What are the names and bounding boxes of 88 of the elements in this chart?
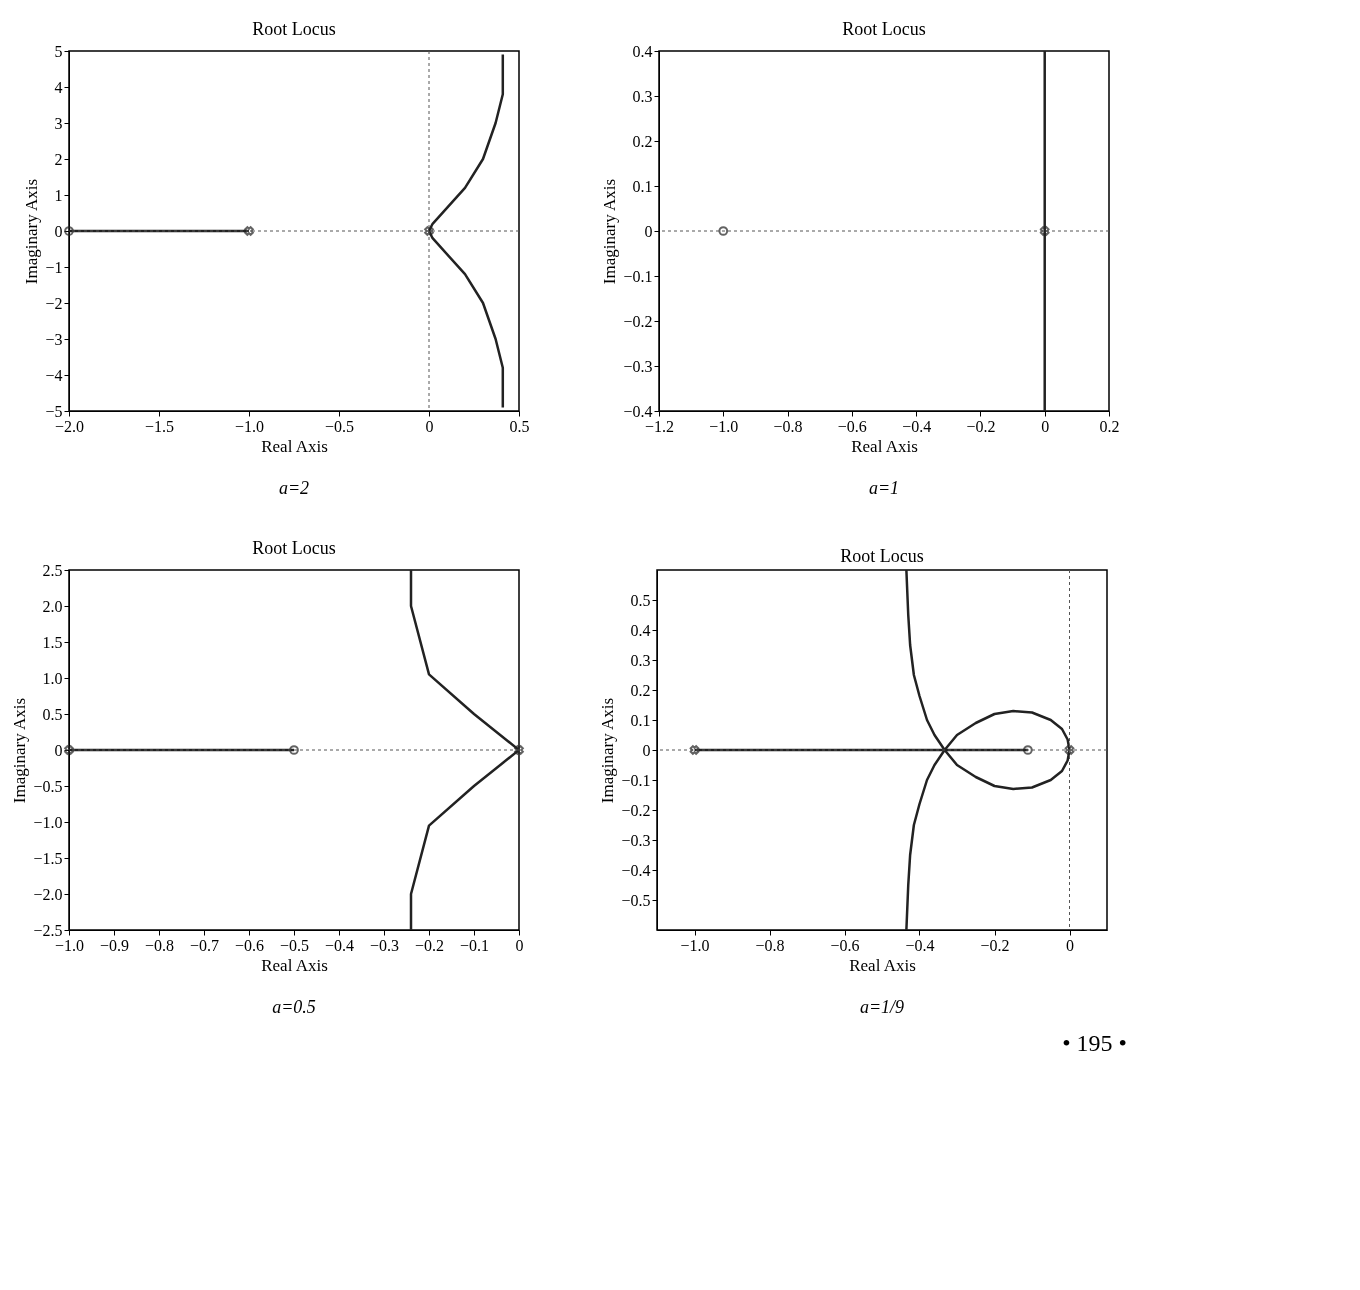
x-tick-label: −0.4	[324, 936, 355, 954]
y-tick-label: 0.1	[632, 177, 653, 195]
x-tick-label: −0.8	[144, 936, 175, 954]
x-tick-label: −0.6	[234, 936, 265, 954]
text: a=2	[278, 478, 310, 498]
y-tick-label: −0.1	[621, 771, 651, 789]
x-axis-title: Real Axis	[849, 955, 916, 975]
x-tick-label: −0.2	[980, 936, 1010, 954]
x-tick-label: −0.2	[966, 417, 996, 435]
x-tick-label: −0.4	[905, 936, 935, 954]
y-tick-label: −0.3	[621, 831, 651, 849]
y-tick-label: 0	[642, 741, 651, 759]
y-axis-title: Imaginary Axis	[600, 178, 620, 285]
x-tick-label: −1.5	[144, 417, 175, 435]
y-tick-label: −0.5	[621, 891, 651, 909]
x-tick-label: 0	[515, 936, 524, 954]
x-axis-title: Real Axis	[261, 955, 328, 975]
y-tick-label: 3	[54, 114, 63, 132]
y-tick-label: 0.2	[630, 681, 651, 699]
text: a=1	[868, 478, 900, 498]
y-tick-label: 5	[54, 42, 63, 60]
y-axis-title: Imaginary Axis	[10, 697, 30, 804]
y-tick-label: 0	[54, 222, 63, 240]
chart-title: Root Locus	[842, 19, 926, 39]
x-tick-label: 0	[1066, 936, 1074, 954]
x-tick-label: −0.4	[902, 417, 932, 435]
y-tick-label: −4	[45, 366, 63, 384]
chart-title: Root Locus	[252, 538, 336, 558]
text: a=1/9	[859, 997, 905, 1017]
x-tick-label: 0	[1041, 417, 1050, 435]
y-tick-label: −0.1	[623, 267, 653, 285]
x-tick-label: 0.5	[509, 417, 530, 435]
x-tick-label: −0.8	[773, 417, 803, 435]
y-tick-label: 1.0	[42, 669, 63, 687]
y-tick-label: −0.4	[621, 861, 651, 879]
x-tick-label: −0.5	[324, 417, 355, 435]
x-tick-label: −0.3	[369, 936, 400, 954]
y-tick-label: −0.2	[623, 312, 653, 330]
x-tick-label: −0.8	[755, 936, 785, 954]
y-tick-label: 1.5	[42, 633, 63, 651]
y-tick-label: −2.0	[33, 885, 63, 903]
x-tick-label: −0.2	[414, 936, 445, 954]
chart-title: Root Locus	[840, 545, 924, 566]
x-tick-label: 0	[425, 417, 434, 435]
y-tick-label: 0.4	[630, 621, 651, 639]
y-tick-label: −0.5	[33, 777, 63, 795]
x-tick-label: −1.0	[234, 417, 265, 435]
y-tick-label: −1	[45, 258, 63, 276]
y-axis-title: Imaginary Axis	[598, 697, 618, 804]
x-axis-title: Real Axis	[261, 436, 328, 456]
y-tick-label: 0.2	[632, 132, 653, 150]
y-tick-label: −1.0	[33, 813, 63, 831]
y-tick-label: 2	[54, 150, 63, 168]
x-tick-label: −0.6	[830, 936, 860, 954]
y-tick-label: 1	[54, 186, 63, 204]
y-tick-label: −2.5	[33, 921, 63, 939]
x-tick-label: −1.0	[709, 417, 739, 435]
y-tick-label: 0.5	[630, 591, 651, 609]
y-axis-title: Imaginary Axis	[22, 178, 42, 285]
y-tick-label: −5	[45, 402, 63, 420]
x-tick-label: −0.5	[279, 936, 310, 954]
y-tick-label: −0.4	[623, 402, 653, 420]
x-tick-label: −0.9	[99, 936, 130, 954]
text: • 195 •	[1062, 1030, 1127, 1056]
x-tick-label: −0.7	[189, 936, 220, 954]
y-tick-label: 0.5	[42, 705, 63, 723]
chart-title: Root Locus	[252, 19, 336, 39]
x-tick-label: −1.2	[644, 417, 675, 435]
y-tick-label: −3	[45, 330, 63, 348]
y-tick-label: 0.4	[632, 42, 653, 60]
y-tick-label: 0.3	[630, 651, 651, 669]
y-tick-label: 0.1	[630, 711, 651, 729]
x-tick-label: −0.1	[459, 936, 490, 954]
y-tick-label: −1.5	[33, 849, 63, 867]
x-tick-label: −0.6	[837, 417, 867, 435]
x-axis-title: Real Axis	[851, 436, 918, 456]
y-tick-label: 0.3	[632, 87, 653, 105]
y-tick-label: 2.0	[42, 597, 63, 615]
x-tick-label: −1.0	[680, 936, 710, 954]
x-tick-label: 0.2	[1099, 417, 1120, 435]
y-tick-label: 2.5	[42, 561, 63, 579]
y-tick-label: −0.3	[623, 357, 653, 375]
y-tick-label: 0	[54, 741, 63, 759]
y-tick-label: −2	[45, 294, 63, 312]
y-tick-label: −0.2	[621, 801, 651, 819]
text: a=0.5	[272, 997, 316, 1017]
y-tick-label: 0	[644, 222, 653, 240]
y-tick-label: 4	[54, 78, 63, 96]
